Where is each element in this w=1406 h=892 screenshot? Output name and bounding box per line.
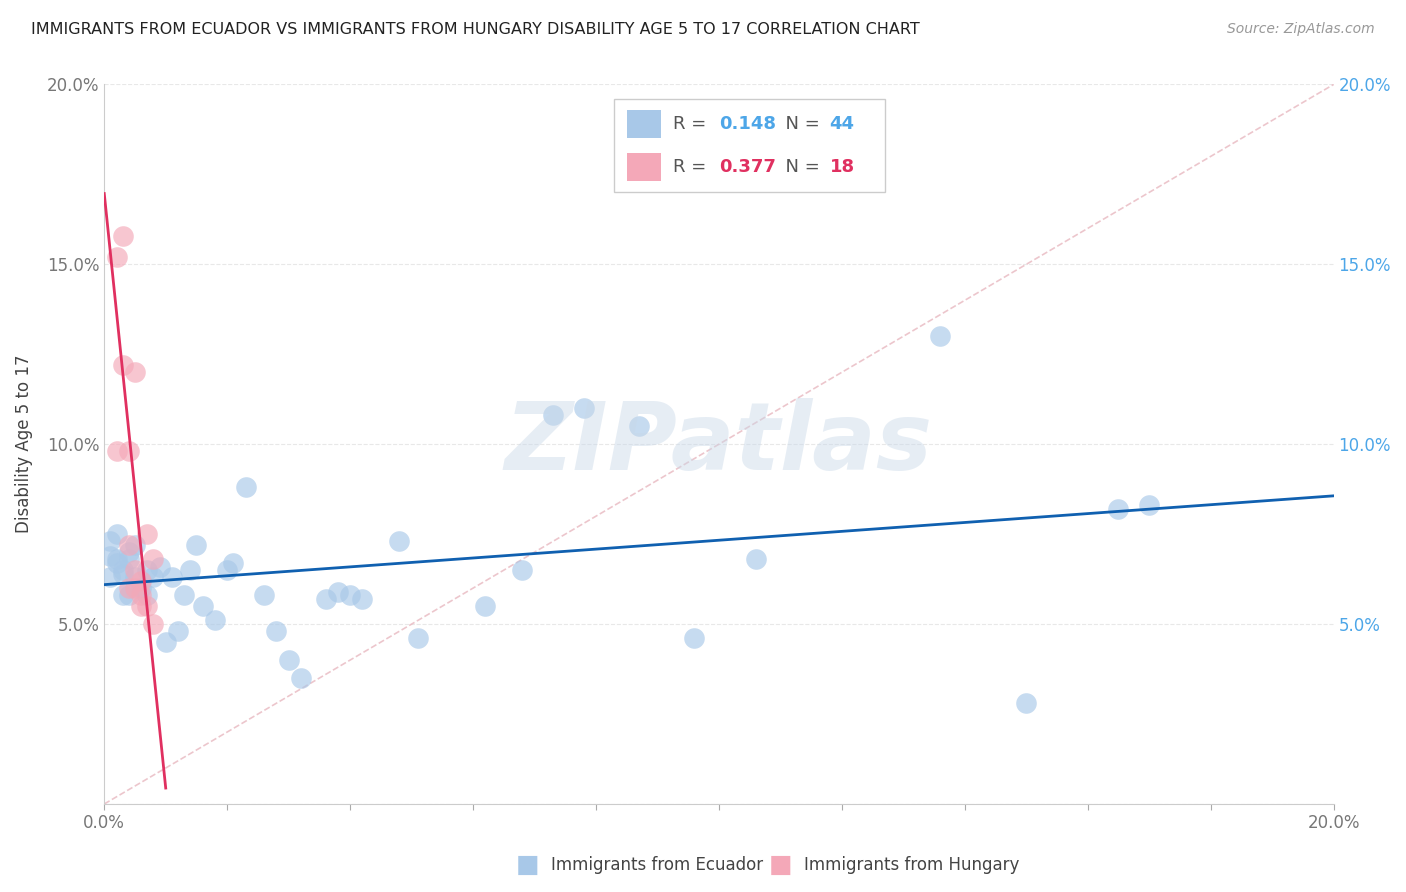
Text: Immigrants from Hungary: Immigrants from Hungary <box>804 856 1019 874</box>
Point <box>105 556 128 570</box>
Text: ■: ■ <box>769 854 792 877</box>
Point <box>1015 696 1038 710</box>
Point <box>235 480 257 494</box>
Point <box>628 419 651 434</box>
Text: R =: R = <box>673 158 713 176</box>
Point <box>191 599 214 613</box>
Point <box>118 444 141 458</box>
Point <box>118 588 141 602</box>
Point <box>100 534 122 549</box>
Point <box>136 527 159 541</box>
Point <box>253 588 276 602</box>
Point <box>1137 499 1160 513</box>
Point <box>129 599 152 613</box>
Point <box>167 624 190 639</box>
Text: 18: 18 <box>830 158 855 176</box>
Point <box>100 570 122 584</box>
Point <box>179 563 201 577</box>
Point <box>111 563 134 577</box>
Text: Immigrants from Ecuador: Immigrants from Ecuador <box>551 856 763 874</box>
Point <box>222 556 245 570</box>
Text: N =: N = <box>775 115 825 133</box>
Point <box>124 563 146 577</box>
Point <box>111 566 134 581</box>
Point <box>388 534 411 549</box>
Point <box>217 563 239 577</box>
Point <box>290 671 312 685</box>
Point <box>142 570 165 584</box>
Point <box>118 538 141 552</box>
Point <box>266 624 288 639</box>
Point <box>124 570 146 584</box>
Point <box>160 570 183 584</box>
Point <box>118 552 141 566</box>
Point <box>186 538 208 552</box>
Point <box>474 599 496 613</box>
Point <box>510 563 533 577</box>
Point <box>129 574 152 588</box>
Point <box>148 559 170 574</box>
Text: ■: ■ <box>516 854 538 877</box>
Point <box>105 250 128 264</box>
Point <box>105 527 128 541</box>
Text: 44: 44 <box>830 115 855 133</box>
FancyBboxPatch shape <box>614 99 884 193</box>
Point <box>136 599 159 613</box>
Point <box>111 358 134 372</box>
Point <box>326 584 349 599</box>
Point <box>277 653 299 667</box>
Text: N =: N = <box>775 158 825 176</box>
Point <box>352 591 374 606</box>
Point <box>100 549 122 563</box>
Text: Source: ZipAtlas.com: Source: ZipAtlas.com <box>1227 22 1375 37</box>
Point <box>683 632 706 646</box>
Point <box>745 552 768 566</box>
Point <box>136 563 159 577</box>
Text: ZIPatlas: ZIPatlas <box>505 398 934 491</box>
Point <box>541 409 564 423</box>
Point <box>118 545 141 559</box>
Point <box>124 538 146 552</box>
Point <box>111 228 134 243</box>
Point <box>124 365 146 379</box>
Point <box>105 552 128 566</box>
Point <box>572 401 595 416</box>
Point <box>136 588 159 602</box>
Point <box>100 59 122 73</box>
Text: 0.148: 0.148 <box>718 115 776 133</box>
Point <box>339 588 361 602</box>
Point <box>118 581 141 595</box>
Bar <box>627 111 661 137</box>
Point <box>105 444 128 458</box>
Point <box>929 329 952 343</box>
Point <box>142 617 165 632</box>
Point <box>142 552 165 566</box>
Point <box>155 635 177 649</box>
Point <box>124 581 146 595</box>
Text: IMMIGRANTS FROM ECUADOR VS IMMIGRANTS FROM HUNGARY DISABILITY AGE 5 TO 17 CORREL: IMMIGRANTS FROM ECUADOR VS IMMIGRANTS FR… <box>31 22 920 37</box>
Text: R =: R = <box>673 115 713 133</box>
Point <box>129 588 152 602</box>
Point <box>111 588 134 602</box>
Text: 0.377: 0.377 <box>718 158 776 176</box>
Point <box>1108 502 1130 516</box>
Point <box>173 588 195 602</box>
Point <box>406 632 429 646</box>
Point <box>204 614 226 628</box>
Point <box>129 581 152 595</box>
Bar <box>627 153 661 181</box>
Point <box>315 591 337 606</box>
Y-axis label: Disability Age 5 to 17: Disability Age 5 to 17 <box>15 355 32 533</box>
